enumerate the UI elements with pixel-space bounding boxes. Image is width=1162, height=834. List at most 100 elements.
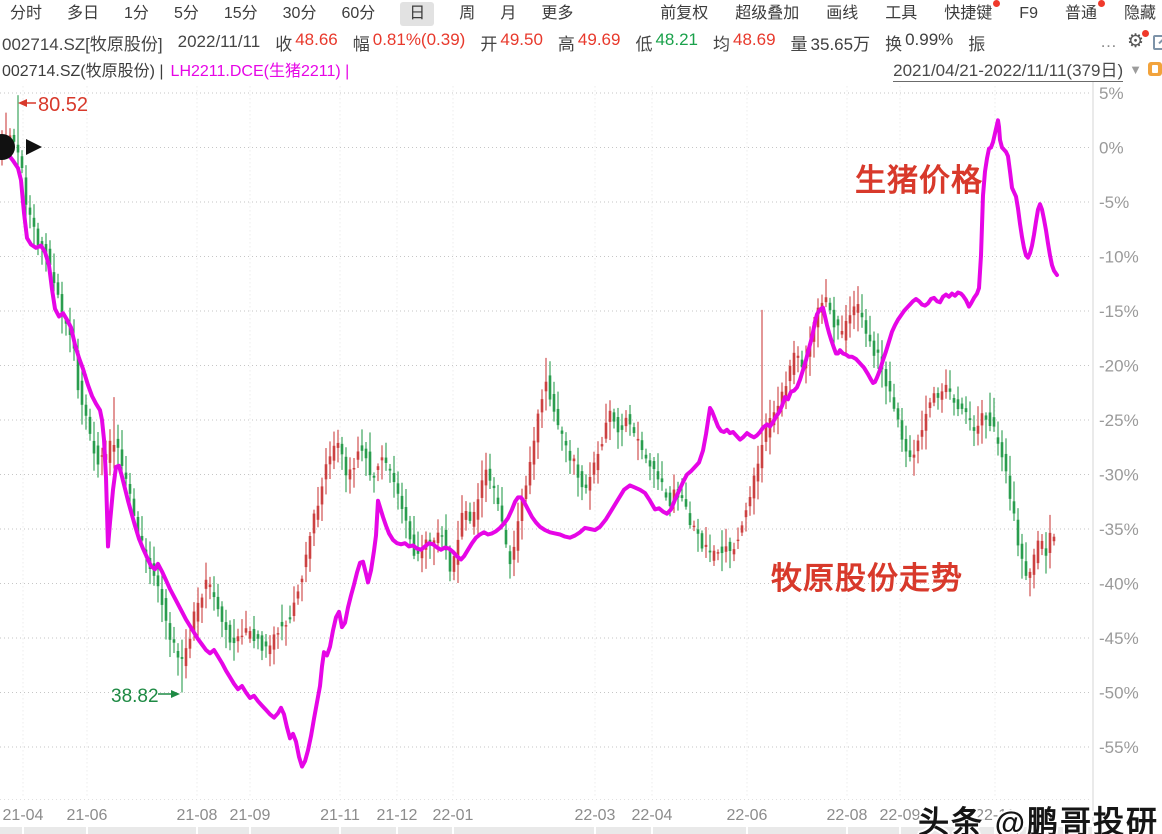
toolbar-item-更多[interactable]: 更多 (541, 5, 574, 22)
bottom-strip[interactable] (0, 827, 1092, 834)
quote-field-幅: 幅 0.81%(0.39) (353, 30, 466, 55)
quote-field-量: 量 35.65万 (791, 30, 871, 55)
quote-field-label: 换 (885, 34, 903, 54)
gear-icon[interactable]: ⚙ (1127, 30, 1149, 52)
y-tick-label: 0% (1099, 139, 1124, 158)
x-tick-label: 22-04 (632, 807, 673, 824)
y-tick-label: -35% (1099, 520, 1139, 539)
y-tick-label: -55% (1099, 738, 1139, 757)
x-tick-label: 22-01 (433, 807, 474, 824)
quote-field-label: 收 (275, 34, 293, 54)
quote-field-value: 48.21 (655, 29, 698, 49)
watermark: 头条 @鹏哥投研 (918, 805, 1159, 834)
y-tick-label: -25% (1099, 411, 1139, 430)
hog-price-line (0, 118, 1059, 769)
toolbar-item-月[interactable]: 月 (500, 5, 517, 22)
notification-dot (1097, 0, 1105, 7)
toolbar-item-画线[interactable]: 画线 (826, 5, 859, 22)
y-tick-label: -5% (1099, 193, 1129, 212)
quote-bar: 002714.SZ[牧原股份] 2022/11/11 收 48.66 幅 0.81%(… (0, 28, 1162, 56)
y-tick-label: -30% (1099, 466, 1139, 485)
quote-field-value: 35.65万 (810, 34, 871, 54)
chevron-down-icon[interactable]: ▼ (1129, 61, 1142, 77)
x-tick-label: 21-11 (320, 807, 360, 824)
quote-field-value: 49.50 (500, 29, 543, 49)
stock-symbol: 002714.SZ[牧原股份] (2, 34, 163, 54)
x-tick-label: 21-06 (67, 807, 108, 824)
toolbar-item-分时[interactable]: 分时 (10, 5, 43, 22)
x-tick-label: 22-08 (827, 807, 868, 824)
low-price-label: 38.82 (111, 686, 159, 707)
x-tick-label: 22-06 (727, 807, 768, 824)
toolbar-item-普通[interactable]: 普通 (1065, 0, 1105, 25)
y-tick-label: -40% (1099, 575, 1139, 594)
quote-field-value: 49.69 (577, 29, 621, 49)
toolbar-item-工具[interactable]: 工具 (885, 5, 918, 22)
quote-field-label: 高 (557, 34, 575, 54)
overlay-primary-label: 002714.SZ(牧原股份) | (2, 63, 164, 80)
chart-svg: 5% 0% -5% -10% -15% -20% -25% -30% -35% -40% -45% -… (0, 82, 1139, 834)
cursor-icon (0, 134, 42, 160)
hog-series-label: 生猪价格 (855, 163, 983, 198)
x-tick-label: 21-12 (377, 807, 418, 824)
chart-canvas[interactable]: 5% 0% -5% -10% -15% -20% -25% -30% -35% -40% -45% -… (0, 82, 1162, 834)
quote-field-低: 低 48.21 (635, 30, 698, 55)
fullscreen-icon[interactable] (1153, 34, 1162, 50)
stock-series-label: 牧原股份走势 (771, 561, 963, 596)
quote-fields: 收 48.66 幅 0.81%(0.39) 开 49.50 高 49.69 低 48.21 均 48.… (275, 30, 988, 55)
notification-dot (993, 0, 1001, 7)
quote-field-label: 振 (968, 34, 986, 54)
toolbar-item-前复权[interactable]: 前复权 (660, 5, 709, 22)
toolbar-item-60分[interactable]: 60分 (341, 5, 376, 22)
date-range-selector[interactable]: 2021/04/21-2022/11/11(379日) (893, 56, 1124, 82)
quote-field-label: 开 (480, 34, 498, 54)
quote-field-value: 48.69 (733, 29, 776, 49)
x-tick-label: 21-08 (177, 807, 218, 824)
x-tick-label: 22-03 (575, 807, 616, 824)
toolbar-item-周[interactable]: 周 (459, 5, 476, 22)
more-ellipsis[interactable]: … (1099, 32, 1118, 51)
high-price-label: 80.52 (38, 94, 88, 116)
y-tick-label: -15% (1099, 302, 1139, 321)
y-tick-label: 5% (1099, 84, 1124, 103)
toolbar-item-日[interactable]: 日 (400, 2, 435, 26)
y-axis-labels: 5% 0% -5% -10% -15% -20% -25% -30% -35% -40% -45% -… (1099, 84, 1139, 757)
toolbar-item-1分[interactable]: 1分 (124, 5, 149, 22)
toolbar-item-隐藏[interactable]: 隐藏 (1123, 5, 1156, 22)
quote-field-均: 均 48.69 (713, 30, 776, 55)
right-arrow-icon (171, 690, 180, 698)
date-range-group: 2021/04/21-2022/11/11(379日) ▼ (893, 56, 1162, 82)
x-tick-label: 21-09 (230, 807, 271, 824)
vertical-gridlines (22, 86, 996, 798)
y-tick-label: -20% (1099, 357, 1139, 376)
toolbar-item-5分[interactable]: 5分 (173, 5, 199, 22)
tools-toolbar-right: 前复权 超级叠加 画线 工具 快捷键 F9 普通 隐藏 (660, 0, 1158, 25)
toolbar-item-快捷键[interactable]: 快捷键 (944, 0, 1001, 25)
period-toolbar: 分时 多日 1分 5分 15分 30分 60分 日 周 月 更多 前复权 超级叠加 画线 工具 快捷键 F9 普… (0, 0, 1162, 28)
toolbar-item-F9[interactable]: F9 (1019, 5, 1038, 22)
quote-field-label: 低 (635, 34, 653, 54)
x-tick-label: 21-04 (3, 807, 44, 824)
overlay-secondary-label: LH2211.DCE(生猪2211) | (170, 63, 350, 80)
quote-field-高: 高 49.69 (558, 30, 621, 55)
toolbar-item-30分[interactable]: 30分 (282, 5, 317, 22)
toolbar-item-多日[interactable]: 多日 (67, 5, 100, 22)
quote-field-振: 振 (968, 30, 988, 55)
toolbar-item-15分[interactable]: 15分 (223, 5, 258, 22)
quote-bar-right: … ⚙ (1099, 30, 1162, 52)
y-tick-label: -10% (1099, 248, 1139, 267)
quote-field-label: 幅 (352, 34, 370, 54)
calendar-tag-icon[interactable] (1148, 62, 1162, 76)
quote-field-value: 0.99% (905, 29, 954, 49)
quote-field-换: 换 0.99% (885, 30, 953, 55)
quote-field-value: 0.81%(0.39) (372, 29, 466, 49)
x-axis-labels: 21-04 21-06 21-08 21-09 21-11 21-12 22-01 22-03… (3, 807, 1015, 824)
y-tick-label: -50% (1099, 684, 1139, 703)
quote-date: 2022/11/11 (177, 32, 261, 51)
quote-field-label: 量 (790, 34, 808, 54)
toolbar-item-超级叠加[interactable]: 超级叠加 (735, 5, 800, 22)
x-tick-label: 22-09 (880, 807, 921, 824)
overlay-bar: 002714.SZ(牧原股份) | LH2211.DCE(生猪2211) | 2… (0, 56, 1162, 82)
